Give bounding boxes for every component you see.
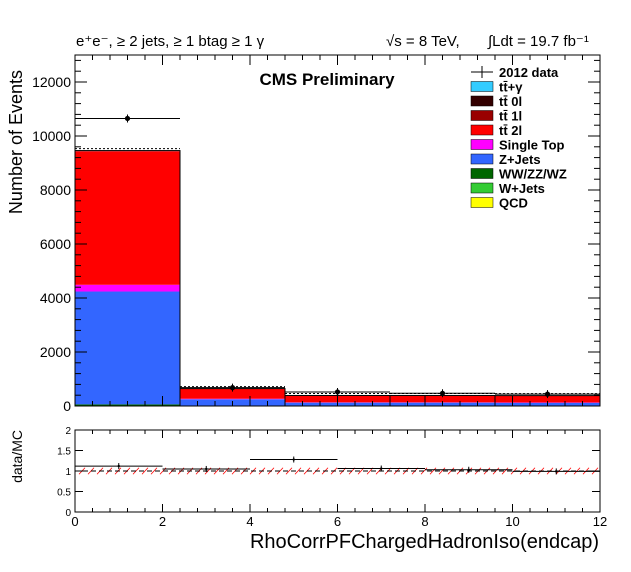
data-point-2 xyxy=(334,389,341,395)
hatch-line xyxy=(141,467,149,475)
legend-label-6: Z+Jets xyxy=(499,152,541,167)
ratio-y-tick-label-1: 0.5 xyxy=(57,488,71,499)
ratio-point-4 xyxy=(467,468,470,471)
ratio-y-tick-label-0: 0 xyxy=(65,508,71,519)
legend-label-4: tt̄ 2l xyxy=(499,123,522,138)
ratio-point-1 xyxy=(205,467,208,471)
legend-swatch-ttgamma xyxy=(470,81,494,92)
x-axis-label: RhoCorrPFChargedHadronIso(endcap) xyxy=(250,531,599,553)
ratio-y-axis-label: data/MC xyxy=(9,430,25,483)
lumi-label: ∫Ldt = 19.7 fb⁻¹ xyxy=(487,33,589,50)
ratio-point-0 xyxy=(117,464,120,468)
data-point-3 xyxy=(439,390,446,396)
hatch-line xyxy=(294,467,302,475)
x-tick-label-3: 6 xyxy=(334,514,341,529)
data-point-0 xyxy=(124,115,131,122)
legend-swatch-singletop xyxy=(470,139,494,150)
bar-tt2l-bin-0 xyxy=(75,151,180,285)
legend-swatch-zjets xyxy=(470,153,494,165)
x-tick-label-2: 4 xyxy=(246,514,253,529)
hatch-line xyxy=(150,467,158,475)
y-tick-label-4: 8000 xyxy=(40,182,71,198)
y-axis-label: Number of Events xyxy=(6,70,26,214)
ratio-y-tick-label-4: 2 xyxy=(65,426,71,437)
legend-label-3: tt̄ 1l xyxy=(499,109,522,124)
y-tick-label-0: 0 xyxy=(63,398,71,414)
bar-singletop-bin-1 xyxy=(180,398,285,400)
y-tick-label-5: 10000 xyxy=(32,128,71,144)
bar-singletop-bin-0 xyxy=(75,284,180,292)
x-tick-label-0: 0 xyxy=(71,514,78,529)
y-tick-label-2: 4000 xyxy=(40,290,71,306)
ratio-point-5 xyxy=(555,470,558,473)
main-plot: 0 2000 4000 6000 8000 10000 12000 xyxy=(32,54,601,414)
x-tick-label-4: 8 xyxy=(421,514,428,529)
legend-label-2: tt̄ 0l xyxy=(499,94,522,109)
ratio-y-tick-label-3: 1.5 xyxy=(57,447,71,458)
y-tick-label-1: 2000 xyxy=(40,344,71,360)
legend-label-0: 2012 data xyxy=(499,65,559,80)
bar-tt2l-bin-4 xyxy=(495,395,600,403)
legend-label-5: Single Top xyxy=(499,138,565,153)
legend-label-9: QCD xyxy=(499,196,528,211)
x-tick-label-5: 10 xyxy=(505,514,519,529)
ratio-y-tick-label-2: 1 xyxy=(65,467,71,478)
x-tick-label-6: 12 xyxy=(593,514,607,529)
ratio-plot: 0 0.5 1 1.5 2 0 2 4 6 8 10 12 xyxy=(57,426,607,529)
legend-label-1: tt̄+γ xyxy=(499,80,523,95)
ratio-point-3 xyxy=(380,467,383,470)
hatch-line xyxy=(285,467,293,475)
bar-tt2l-bin-3 xyxy=(390,395,495,403)
hatch-line xyxy=(501,467,509,475)
legend-swatch-tt0l xyxy=(470,95,494,107)
data-point-4 xyxy=(544,391,551,397)
legend-swatch-tt1l xyxy=(470,110,494,121)
legend-label-7: WW/ZZ/WZ xyxy=(499,167,567,182)
legend-label-8: W+Jets xyxy=(499,181,545,196)
y-tick-label-6: 12000 xyxy=(32,74,71,90)
legend-swatch-wjets xyxy=(470,182,494,194)
selection-label: e⁺e⁻, ≥ 2 jets, ≥ 1 btag ≥ 1 γ xyxy=(76,33,265,50)
hatch-line xyxy=(438,467,446,475)
hatch-line xyxy=(429,467,437,475)
cms-preliminary-label: CMS Preliminary xyxy=(259,70,395,89)
x-tick-label-1: 2 xyxy=(159,514,166,529)
legend-swatch-diboson xyxy=(470,168,494,179)
legend-swatch-qcd xyxy=(470,197,494,208)
bar-tt2l-bin-1 xyxy=(180,388,285,399)
legend-swatch-tt2l xyxy=(470,124,494,136)
y-tick-label-3: 6000 xyxy=(40,236,71,252)
data-point-1 xyxy=(229,385,236,391)
bar-zjets-bin-0 xyxy=(75,291,180,405)
energy-label: √s = 8 TeV, xyxy=(386,33,460,50)
ratio-point-2 xyxy=(292,458,295,461)
